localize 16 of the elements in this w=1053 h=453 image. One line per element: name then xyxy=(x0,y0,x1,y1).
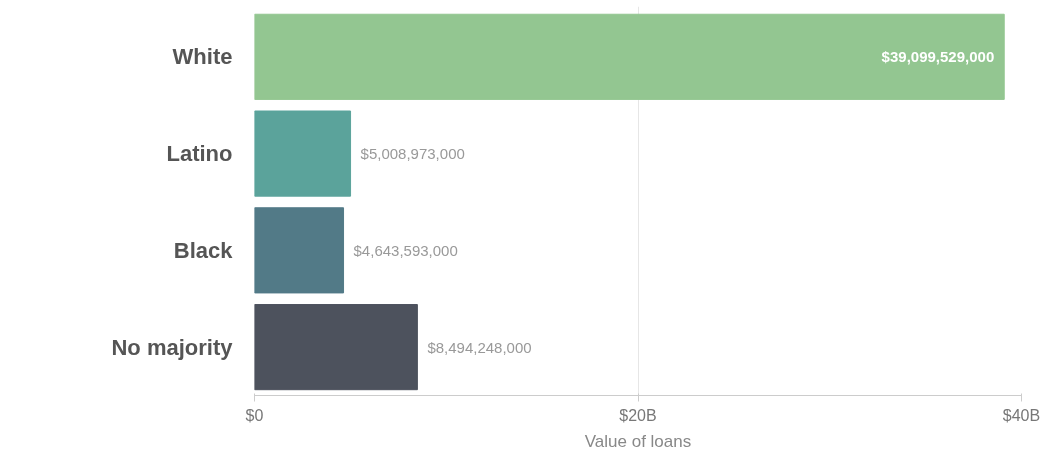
data-label: $8,494,248,000 xyxy=(427,338,532,356)
bar xyxy=(254,207,345,294)
bar xyxy=(254,304,418,391)
x-axis-title: Value of loans xyxy=(584,431,692,451)
data-label: $4,643,593,000 xyxy=(353,241,458,259)
y-tick-label: Black xyxy=(173,237,234,263)
y-tick-label: Latino xyxy=(166,141,233,167)
data-label: $5,008,973,000 xyxy=(360,145,465,163)
x-tick-label: $0 xyxy=(245,406,264,424)
bar xyxy=(254,110,352,197)
x-tick-label: $20B xyxy=(619,406,657,424)
y-tick-label: No majority xyxy=(111,334,234,360)
x-tick-label: $40B xyxy=(1002,406,1041,424)
bar xyxy=(254,13,1005,100)
y-tick-label: White xyxy=(172,44,233,70)
data-label: $39,099,529,000 xyxy=(881,48,995,66)
